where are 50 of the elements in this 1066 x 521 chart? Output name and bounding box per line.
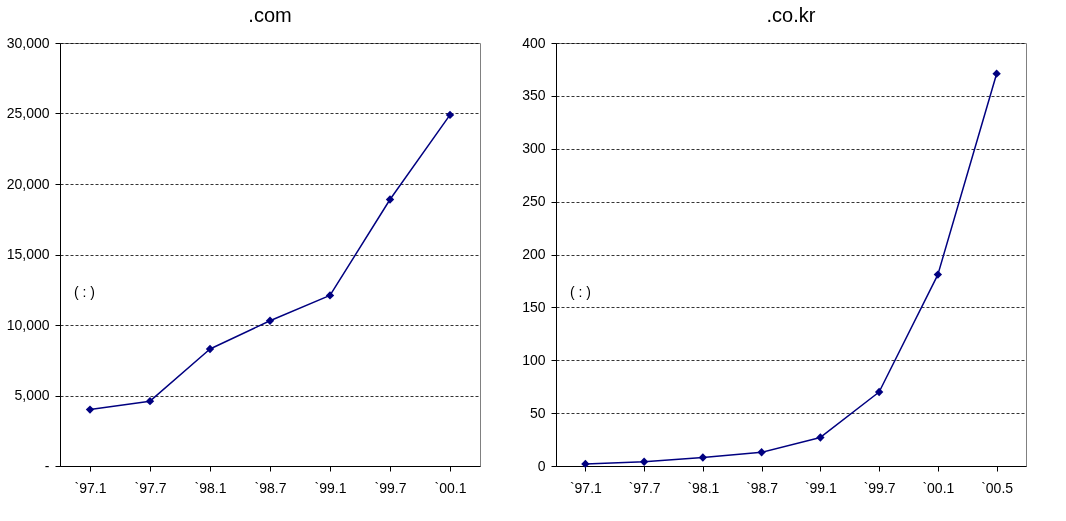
point xyxy=(933,270,943,279)
x-tick-label: `98.1 xyxy=(194,479,227,496)
y-tick-label: 30,000 xyxy=(6,34,50,51)
y-tick-label: 200 xyxy=(522,246,546,262)
x-tick-label: `97.7 xyxy=(134,479,167,496)
x-tick-label: `98.1 xyxy=(687,479,720,496)
point xyxy=(205,344,215,354)
y-tick-label: 25,000 xyxy=(6,105,50,121)
x-tick-label: `99.7 xyxy=(374,479,407,496)
y-tick-label: 150 xyxy=(522,298,546,315)
x-tick-label: `99.7 xyxy=(863,479,896,496)
x-tick-label: `97.1 xyxy=(74,479,107,496)
point xyxy=(639,457,649,466)
y-tick-label: 400 xyxy=(522,34,546,51)
y-tick-label: 0 xyxy=(537,457,546,474)
x-tick-label: `99.1 xyxy=(804,479,838,496)
point xyxy=(874,387,884,397)
point xyxy=(698,453,708,462)
x-tick-label: `00.5 xyxy=(981,479,1014,496)
y-tick-label: 100 xyxy=(522,351,546,368)
x-tick-label: `99.1 xyxy=(314,479,347,496)
point xyxy=(581,459,590,469)
annotation: ( : ) xyxy=(570,283,591,300)
point xyxy=(816,433,825,442)
point xyxy=(757,448,766,457)
point xyxy=(445,110,455,120)
chart-title: .co.kr xyxy=(766,4,816,26)
x-tick-label: `97.1 xyxy=(569,479,603,496)
point xyxy=(85,405,95,414)
y-tick-label: 50 xyxy=(529,404,546,421)
y-tick-label: 300 xyxy=(522,140,546,157)
y-tick-label: 5,000 xyxy=(14,387,50,403)
point xyxy=(385,195,395,204)
point xyxy=(325,291,335,300)
x-tick-label: `98.7 xyxy=(254,479,287,496)
x-tick-label: `00.1 xyxy=(922,479,955,496)
y-tick-label: 250 xyxy=(522,193,546,210)
x-tick-label: `00.1 xyxy=(434,479,467,496)
y-tick-label: 20,000 xyxy=(6,175,50,192)
y-tick-label: 350 xyxy=(522,87,546,104)
y-tick-label: 15,000 xyxy=(6,246,50,262)
point xyxy=(145,396,155,406)
x-tick-label: `98.7 xyxy=(746,479,779,496)
annotation: ( : ) xyxy=(74,283,95,300)
y-tick-label: 10,000 xyxy=(6,316,50,333)
y-tick-label: - xyxy=(44,457,50,474)
chart-title: .com xyxy=(248,4,292,26)
point xyxy=(265,316,275,325)
point xyxy=(992,69,1001,78)
x-tick-label: `97.7 xyxy=(628,479,661,496)
